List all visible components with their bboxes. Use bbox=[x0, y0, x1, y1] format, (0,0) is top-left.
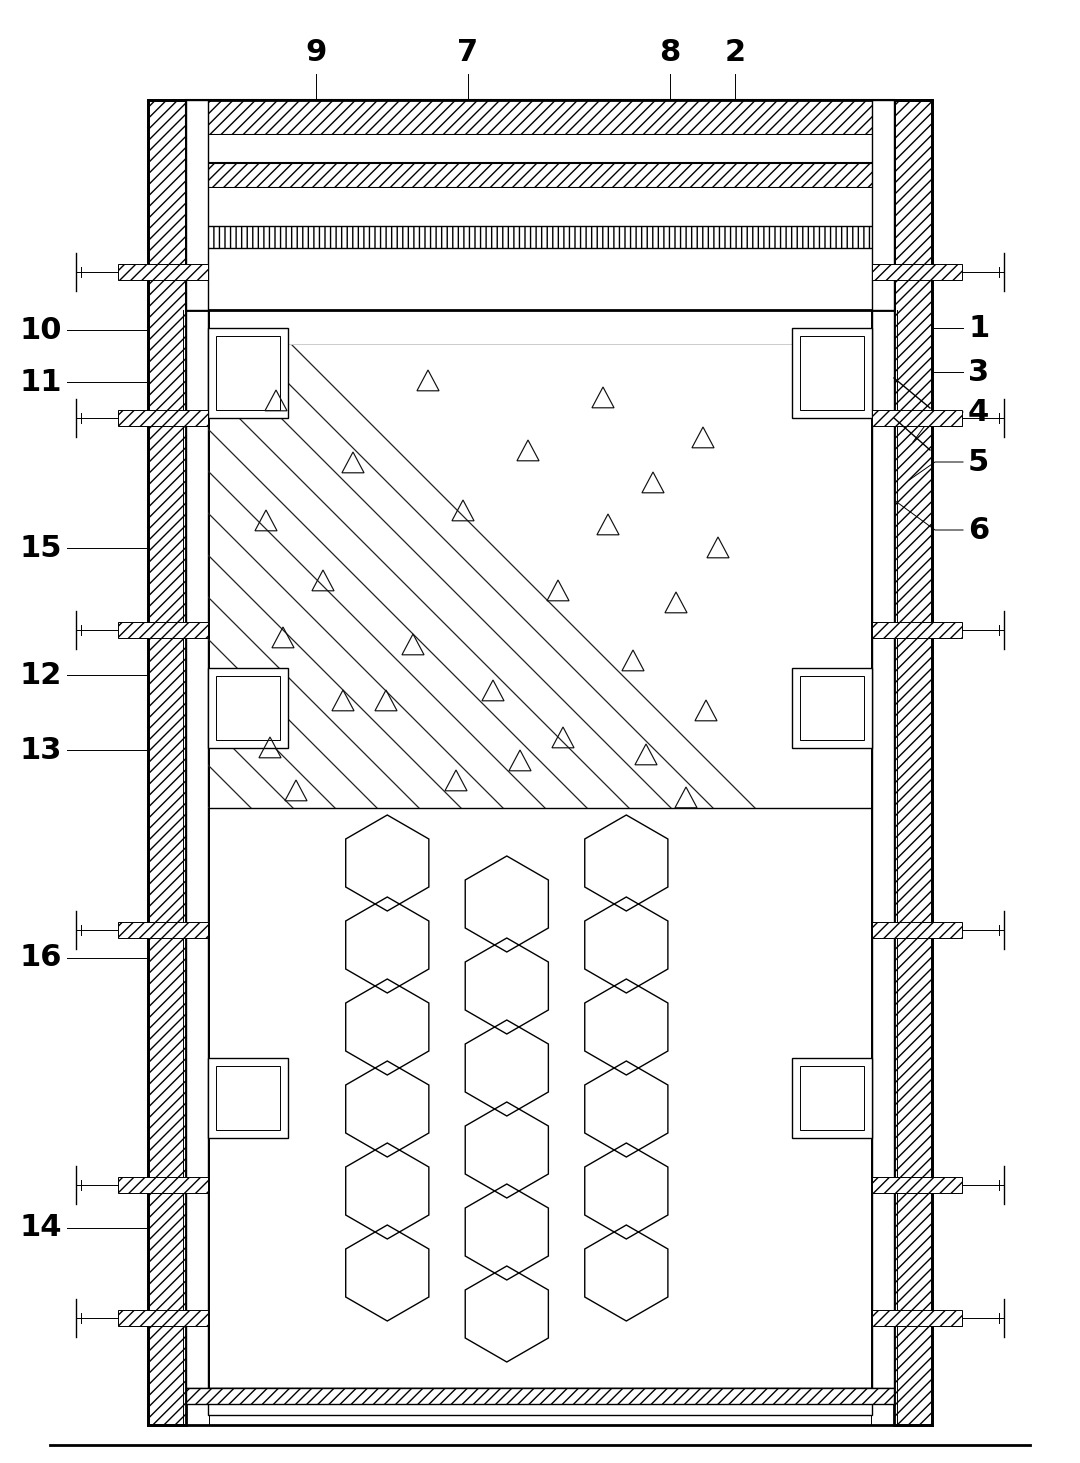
Bar bbox=[792, 328, 872, 418]
Bar bbox=[208, 1388, 872, 1415]
Bar bbox=[208, 669, 288, 748]
Bar bbox=[186, 99, 208, 310]
Text: 7: 7 bbox=[458, 38, 478, 66]
Bar bbox=[872, 1178, 962, 1192]
Bar bbox=[872, 410, 962, 426]
Bar bbox=[186, 1388, 894, 1404]
Bar bbox=[186, 162, 894, 189]
Text: 14: 14 bbox=[19, 1213, 62, 1242]
Bar bbox=[872, 922, 962, 938]
Bar bbox=[186, 99, 894, 310]
Bar bbox=[186, 310, 208, 1388]
Text: 11: 11 bbox=[19, 367, 62, 396]
Bar bbox=[216, 676, 280, 740]
Bar bbox=[118, 1309, 208, 1325]
Text: 4: 4 bbox=[968, 398, 989, 427]
Bar bbox=[186, 189, 894, 225]
Text: 8: 8 bbox=[660, 38, 680, 66]
Bar bbox=[118, 922, 208, 938]
Text: 2: 2 bbox=[725, 38, 745, 66]
Bar bbox=[118, 622, 208, 638]
Text: 3: 3 bbox=[968, 357, 989, 386]
Bar bbox=[208, 808, 872, 1388]
Bar bbox=[872, 310, 894, 1388]
Bar bbox=[186, 99, 894, 135]
Bar bbox=[872, 1309, 962, 1325]
Bar bbox=[208, 345, 872, 808]
Text: 16: 16 bbox=[19, 944, 62, 973]
Bar bbox=[792, 669, 872, 748]
Bar bbox=[800, 1067, 864, 1129]
Bar bbox=[208, 1058, 288, 1138]
Bar bbox=[186, 225, 894, 249]
Bar bbox=[792, 1058, 872, 1138]
Bar bbox=[208, 328, 288, 418]
Bar bbox=[118, 410, 208, 426]
Bar bbox=[118, 263, 208, 279]
Text: 1: 1 bbox=[968, 313, 989, 342]
Bar bbox=[800, 676, 864, 740]
Bar bbox=[186, 135, 894, 162]
Bar bbox=[872, 99, 894, 310]
Bar bbox=[208, 345, 872, 808]
Bar bbox=[872, 622, 962, 638]
Bar bbox=[800, 336, 864, 410]
Bar bbox=[148, 99, 186, 1425]
Text: 15: 15 bbox=[19, 534, 62, 562]
Text: 12: 12 bbox=[19, 660, 62, 689]
Bar bbox=[894, 99, 932, 1425]
Bar bbox=[872, 263, 962, 279]
Bar bbox=[216, 1067, 280, 1129]
Text: 13: 13 bbox=[19, 736, 62, 765]
Text: 10: 10 bbox=[19, 316, 62, 344]
Bar bbox=[118, 1178, 208, 1192]
Text: 5: 5 bbox=[968, 448, 989, 477]
Bar bbox=[216, 336, 280, 410]
Text: 9: 9 bbox=[306, 38, 326, 66]
Text: 6: 6 bbox=[968, 515, 989, 544]
